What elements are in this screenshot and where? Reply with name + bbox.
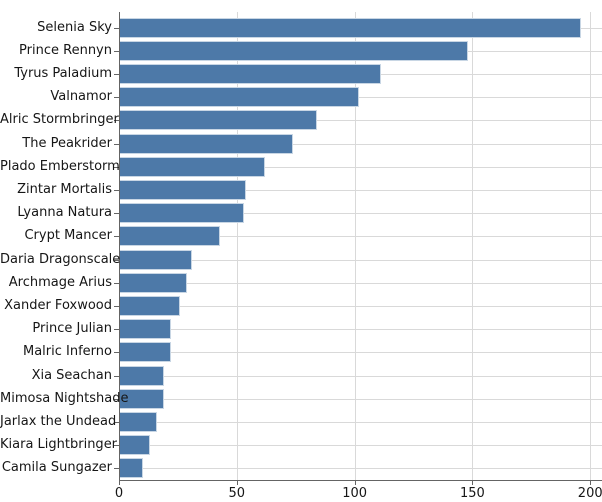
y-tick-mark bbox=[114, 282, 119, 284]
plot-area bbox=[119, 12, 602, 480]
x-tick-label: 200 bbox=[577, 486, 602, 501]
x-tick-mark bbox=[472, 481, 474, 485]
x-tick-label: 100 bbox=[342, 486, 368, 501]
y-tick-label: Mimosa Nightshade bbox=[0, 390, 129, 406]
y-tick-mark bbox=[114, 236, 119, 238]
bar bbox=[119, 272, 188, 293]
y-tick-mark bbox=[114, 27, 119, 29]
h-gridline bbox=[119, 398, 602, 400]
y-tick-mark bbox=[114, 329, 119, 331]
h-gridline bbox=[119, 120, 602, 122]
y-tick-label: Crypt Mancer bbox=[24, 228, 112, 244]
y-tick-label: The Peakrider bbox=[22, 135, 112, 151]
bar bbox=[119, 110, 317, 131]
v-gridline bbox=[236, 12, 238, 480]
bar bbox=[119, 133, 294, 154]
bar bbox=[119, 87, 360, 108]
y-tick-label: Valnamor bbox=[50, 89, 112, 105]
y-tick-label: Selenia Sky bbox=[37, 19, 112, 35]
h-gridline bbox=[119, 166, 602, 168]
bar bbox=[119, 180, 247, 200]
y-tick-mark bbox=[114, 97, 119, 99]
x-tick-mark bbox=[119, 481, 120, 485]
y-tick-label: Xia Seachan bbox=[31, 367, 112, 383]
y-tick-label: Prince Rennyn bbox=[19, 42, 112, 58]
h-gridline bbox=[119, 329, 602, 331]
x-tick-label: 150 bbox=[459, 486, 485, 501]
y-tick-label: Alric Stormbringer bbox=[0, 112, 119, 128]
y-tick-mark bbox=[114, 445, 119, 447]
h-gridline bbox=[119, 468, 602, 470]
x-tick-label: 0 bbox=[114, 486, 124, 501]
y-tick-label: Prince Julian bbox=[32, 321, 112, 337]
bar bbox=[119, 249, 193, 270]
y-tick-label: Camila Sungazer bbox=[1, 460, 112, 476]
v-gridline bbox=[590, 12, 592, 480]
bar bbox=[119, 17, 581, 38]
y-tick-label: Plado Emberstorm bbox=[0, 158, 120, 174]
y-tick-mark bbox=[114, 422, 119, 423]
y-tick-mark bbox=[114, 50, 119, 52]
x-tick-label: 50 bbox=[228, 486, 246, 501]
y-tick-mark bbox=[114, 375, 119, 377]
y-tick-mark bbox=[114, 398, 119, 400]
y-tick-label: Kiara Lightbringer bbox=[0, 437, 118, 453]
y-tick-label: Tyrus Paladium bbox=[14, 66, 112, 81]
y-tick-label: Zintar Mortalis bbox=[17, 182, 112, 197]
x-tick-mark bbox=[590, 481, 592, 485]
y-tick-mark bbox=[114, 143, 119, 145]
v-gridline bbox=[354, 12, 356, 480]
y-tick-mark bbox=[114, 120, 119, 122]
bar bbox=[119, 64, 381, 84]
bar bbox=[119, 388, 164, 409]
y-axis-spine bbox=[119, 12, 120, 481]
x-axis-spine bbox=[119, 480, 602, 481]
h-gridline bbox=[119, 352, 602, 354]
y-tick-label: Lyanna Natura bbox=[17, 205, 112, 221]
y-tick-mark bbox=[114, 190, 119, 191]
bar bbox=[119, 40, 468, 61]
y-tick-mark bbox=[114, 166, 119, 168]
bar bbox=[119, 203, 244, 224]
bar bbox=[119, 319, 171, 340]
v-gridline bbox=[472, 12, 474, 480]
y-tick-mark bbox=[114, 352, 119, 354]
x-tick-mark bbox=[236, 481, 238, 485]
bar bbox=[119, 342, 171, 363]
h-gridline bbox=[119, 143, 602, 145]
y-tick-mark bbox=[114, 259, 119, 261]
y-tick-label: Malric Inferno bbox=[23, 344, 112, 360]
h-gridline bbox=[119, 213, 602, 215]
y-tick-mark bbox=[114, 213, 119, 215]
bar bbox=[119, 412, 157, 432]
h-gridline bbox=[119, 445, 602, 447]
y-tick-label: Daria Dragonscale bbox=[0, 251, 121, 267]
h-gridline bbox=[119, 422, 602, 423]
h-gridline bbox=[119, 190, 602, 191]
bar bbox=[119, 435, 150, 456]
h-gridline bbox=[119, 97, 602, 99]
h-gridline bbox=[119, 282, 602, 284]
bar bbox=[119, 226, 221, 247]
h-gridline bbox=[119, 306, 602, 307]
h-gridline bbox=[119, 236, 602, 238]
y-tick-mark bbox=[114, 74, 119, 75]
x-tick-mark bbox=[354, 481, 356, 485]
y-tick-label: Archmage Arius bbox=[8, 274, 112, 290]
h-gridline bbox=[119, 375, 602, 377]
bar bbox=[119, 365, 164, 386]
y-tick-label: Jarlax the Undead bbox=[0, 414, 117, 429]
y-tick-mark bbox=[114, 468, 119, 470]
bar bbox=[119, 156, 266, 177]
y-tick-mark bbox=[114, 306, 119, 307]
bar bbox=[119, 458, 143, 479]
y-tick-label: Xander Foxwood bbox=[4, 298, 112, 313]
h-gridline bbox=[119, 259, 602, 261]
bar bbox=[119, 296, 181, 316]
